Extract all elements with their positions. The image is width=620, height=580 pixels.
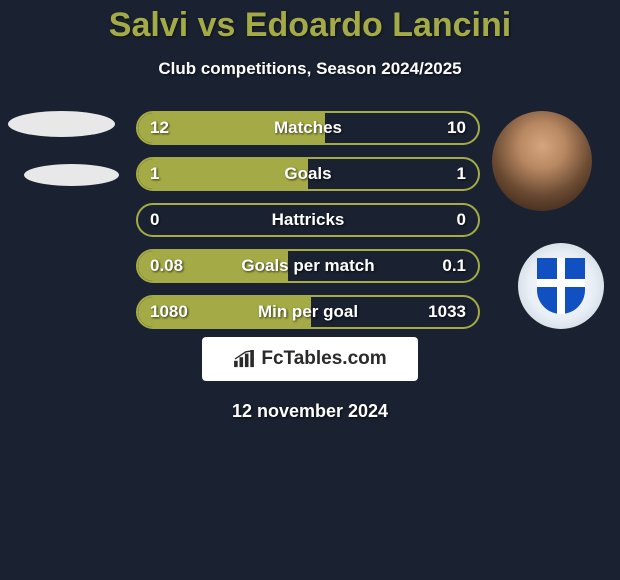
chart-icon xyxy=(233,350,255,368)
stat-value-right: 1033 xyxy=(428,297,466,327)
stat-label: Matches xyxy=(138,113,478,143)
page-title: Salvi vs Edoardo Lancini xyxy=(0,6,620,45)
stats-area: 12Matches101Goals10Hattricks00.08Goals p… xyxy=(0,111,620,335)
stat-bars: 12Matches101Goals10Hattricks00.08Goals p… xyxy=(136,111,480,341)
stat-label: Goals xyxy=(138,159,478,189)
stat-label: Hattricks xyxy=(138,205,478,235)
stat-row: 0.08Goals per match0.1 xyxy=(136,249,480,283)
badge-cross-horizontal xyxy=(537,279,585,287)
stat-value-right: 1 xyxy=(457,159,466,189)
stat-row: 1080Min per goal1033 xyxy=(136,295,480,329)
right-club-badge xyxy=(518,243,604,329)
badge-shield xyxy=(537,258,585,314)
date-line: 12 november 2024 xyxy=(0,401,620,422)
stat-row: 12Matches10 xyxy=(136,111,480,145)
stat-value-right: 0 xyxy=(457,205,466,235)
comparison-card: Salvi vs Edoardo Lancini Club competitio… xyxy=(0,0,620,422)
stat-value-right: 0.1 xyxy=(442,251,466,281)
right-player-avatar xyxy=(492,111,592,211)
branding-box: FcTables.com xyxy=(202,337,418,381)
stat-row: 0Hattricks0 xyxy=(136,203,480,237)
stat-row: 1Goals1 xyxy=(136,157,480,191)
placeholder-oval xyxy=(24,164,119,186)
stat-label: Min per goal xyxy=(138,297,478,327)
subtitle: Club competitions, Season 2024/2025 xyxy=(0,59,620,79)
placeholder-oval xyxy=(8,111,115,137)
left-player-avatar-placeholder xyxy=(8,111,118,186)
stat-value-right: 10 xyxy=(447,113,466,143)
branding-text: FcTables.com xyxy=(261,348,386,370)
stat-label: Goals per match xyxy=(138,251,478,281)
